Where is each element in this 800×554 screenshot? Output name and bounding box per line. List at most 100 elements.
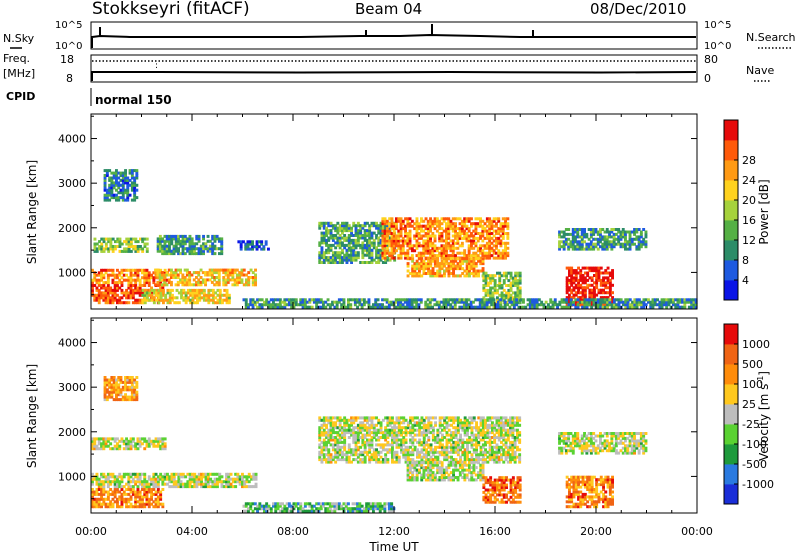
power-cell (422, 241, 426, 245)
power-cell (91, 284, 94, 287)
velocity-cell (402, 453, 406, 457)
power-cell (127, 291, 131, 295)
power-cell (617, 237, 621, 241)
power-cell (118, 237, 122, 241)
power-cell (225, 291, 229, 295)
power-cell (320, 253, 324, 257)
velocity-cell (97, 502, 101, 506)
velocity-cell (159, 490, 163, 494)
power-cell (583, 266, 587, 270)
velocity-cell (404, 426, 408, 430)
velocity-cell (350, 416, 353, 420)
power-cell (208, 247, 212, 251)
velocity-cell (341, 426, 344, 430)
power-cell (292, 298, 296, 302)
power-cell (195, 271, 198, 275)
velocity-cell (181, 472, 185, 476)
power-cell (614, 228, 618, 231)
power-cell (233, 283, 237, 287)
velocity-cell (395, 431, 399, 435)
power-cell (179, 244, 183, 248)
power-cell (127, 249, 131, 253)
velocity-cell (120, 495, 124, 499)
velocity-cell (391, 416, 394, 420)
power-cell (453, 303, 457, 307)
velocity-cell (243, 480, 247, 484)
velocity-cell (111, 475, 115, 479)
power-cell (164, 296, 168, 300)
power-cell (141, 298, 145, 302)
power-cell (447, 264, 451, 268)
power-cell (388, 236, 392, 240)
power-cell (460, 241, 464, 245)
power-cell (152, 281, 156, 285)
velocity-cell (372, 433, 376, 437)
velocity-cell (177, 472, 181, 476)
velocity-cell (343, 433, 347, 437)
velocity-cell (320, 440, 324, 444)
velocity-cell (395, 450, 399, 454)
power-cell (381, 229, 385, 233)
power-cell (186, 237, 190, 241)
velocity-cell (191, 485, 194, 489)
power-cell (560, 230, 564, 234)
power-cell (481, 254, 485, 258)
velocity-cell (127, 480, 131, 484)
power-cell (163, 247, 167, 251)
power-cell (106, 298, 110, 302)
power-cell (136, 271, 140, 275)
power-cell (370, 221, 374, 225)
velocity-cell (404, 431, 408, 435)
power-cell (210, 271, 214, 275)
velocity-cell (138, 475, 142, 479)
velocity-cell (250, 475, 253, 479)
power-cell (126, 193, 130, 197)
power-cell (385, 236, 389, 240)
velocity-cell (322, 440, 326, 444)
power-cell (424, 257, 428, 261)
power-cell (196, 293, 199, 297)
power-cell (599, 230, 602, 234)
power-cell (324, 305, 328, 309)
power-cell (469, 305, 473, 309)
velocity-cell (368, 438, 372, 442)
power-cell (413, 262, 417, 266)
velocity-cell (186, 472, 190, 476)
power-cell (401, 241, 405, 245)
power-cell (624, 232, 627, 236)
power-cell (227, 301, 231, 305)
power-cell (486, 284, 490, 287)
power-cell (479, 262, 483, 266)
power-cell (401, 298, 405, 302)
velocity-cell (347, 423, 351, 427)
velocity-cell (118, 485, 122, 489)
power-cell (420, 227, 423, 231)
power-cell (111, 301, 115, 305)
power-cell (499, 224, 503, 228)
velocity-cell (361, 436, 365, 439)
power-cell (135, 183, 139, 187)
power-cell (576, 245, 580, 249)
power-cell (145, 288, 149, 292)
power-cell (549, 298, 553, 302)
power-cell (190, 249, 194, 253)
velocity-cell (97, 482, 101, 486)
power-cell (91, 281, 94, 285)
power-cell (120, 281, 124, 285)
power-cell (583, 230, 586, 234)
velocity-cell (347, 431, 351, 435)
velocity-cell (112, 388, 116, 392)
power-cell (184, 291, 188, 295)
velocity-cell (141, 482, 144, 486)
power-cell (504, 246, 507, 250)
power-cell (488, 232, 492, 235)
power-cell (197, 249, 201, 253)
power-cell (133, 198, 137, 202)
power-cell (179, 252, 183, 256)
power-cell (438, 239, 442, 243)
power-cell (514, 291, 518, 295)
power-cell (93, 249, 97, 253)
power-cell (592, 242, 596, 246)
power-cell (451, 300, 455, 304)
power-cell (443, 259, 446, 263)
